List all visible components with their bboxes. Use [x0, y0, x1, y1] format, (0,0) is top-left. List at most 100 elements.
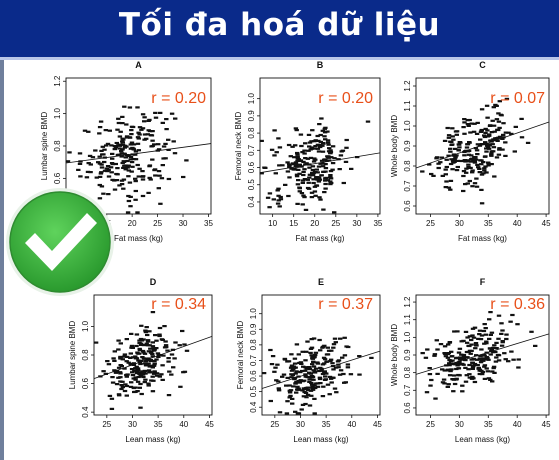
data-point — [312, 190, 318, 193]
data-point — [492, 175, 497, 178]
data-point — [474, 149, 480, 152]
data-point — [121, 160, 127, 163]
data-point — [312, 384, 317, 387]
data-point — [509, 132, 514, 135]
data-point — [320, 129, 325, 132]
data-point — [128, 352, 133, 355]
data-point — [482, 365, 487, 368]
data-point — [323, 126, 328, 129]
data-point — [265, 196, 271, 199]
data-point — [120, 143, 126, 146]
data-point — [484, 340, 489, 343]
data-point — [285, 170, 291, 173]
data-point — [276, 389, 282, 392]
data-point — [301, 170, 306, 173]
data-point — [328, 170, 334, 173]
data-point — [100, 145, 105, 148]
data-point — [270, 355, 276, 358]
data-point — [315, 134, 320, 138]
data-point — [116, 366, 122, 369]
data-point — [467, 373, 472, 376]
data-point — [465, 143, 471, 146]
data-point — [450, 378, 455, 381]
data-point — [145, 333, 150, 337]
data-point — [529, 330, 534, 333]
scatter-panel-f: 25 30 35 40 45 0.6 0.7 0.8 0.9 1.0 1.1 1.2 Lean mass… — [390, 277, 551, 444]
data-point — [306, 149, 311, 152]
data-point — [296, 179, 301, 182]
data-point — [116, 339, 121, 342]
data-point — [309, 140, 314, 143]
data-point — [484, 367, 489, 370]
data-point — [307, 173, 313, 176]
data-point — [152, 359, 157, 363]
data-point — [134, 365, 139, 368]
data-point — [164, 128, 169, 131]
data-point — [496, 128, 501, 132]
data-point — [330, 145, 336, 148]
y-tick-label: 0.4 — [249, 401, 258, 413]
data-point — [328, 180, 333, 183]
data-point — [429, 378, 434, 382]
data-point — [499, 344, 505, 347]
data-point — [310, 357, 315, 360]
data-point — [318, 145, 323, 149]
data-point — [312, 412, 317, 415]
data-point — [287, 163, 292, 166]
data-point — [435, 348, 440, 351]
data-point — [467, 118, 472, 122]
data-point — [104, 144, 109, 147]
data-point — [123, 164, 128, 167]
data-point — [131, 362, 136, 365]
data-point — [294, 391, 299, 394]
data-point — [428, 384, 433, 387]
data-point — [292, 156, 297, 159]
data-point — [140, 373, 146, 376]
data-point — [491, 365, 497, 368]
data-point — [469, 338, 474, 342]
data-point — [348, 373, 354, 376]
data-point — [285, 161, 290, 164]
data-point — [67, 151, 72, 154]
data-point — [479, 369, 484, 372]
data-point — [115, 128, 120, 131]
data-point — [137, 349, 143, 352]
data-point — [454, 154, 459, 157]
data-point — [447, 341, 452, 344]
data-point — [110, 152, 115, 155]
data-point — [151, 349, 157, 352]
data-point — [295, 155, 300, 158]
data-point — [472, 161, 478, 164]
data-point — [474, 344, 479, 347]
panel-id: B — [317, 60, 324, 70]
data-point — [423, 356, 429, 359]
scatter-panel-e: 25 30 35 40 45 0.4 0.5 0.6 0.7 0.8 0.9 1.0 Lean mass… — [236, 277, 382, 444]
data-point — [477, 368, 483, 371]
regression-line — [261, 350, 381, 389]
data-point — [470, 367, 475, 370]
data-point — [299, 144, 304, 148]
correlation-label: r = 0.34 — [151, 296, 206, 313]
data-point — [481, 161, 486, 164]
data-point — [133, 153, 138, 156]
data-point — [306, 133, 312, 136]
data-point — [140, 194, 146, 198]
data-point — [315, 382, 320, 385]
data-point — [478, 355, 483, 358]
data-point — [497, 126, 502, 129]
data-point — [293, 372, 298, 375]
data-point — [496, 153, 502, 156]
data-point — [508, 320, 513, 323]
data-point — [317, 123, 322, 126]
data-point — [294, 129, 299, 132]
data-point — [482, 155, 488, 158]
data-point — [103, 129, 108, 132]
data-point — [177, 344, 182, 347]
data-point — [432, 353, 438, 356]
data-point — [446, 352, 451, 355]
data-point — [116, 376, 121, 379]
y-axis-label: Whole body BMD — [390, 115, 399, 177]
data-point — [137, 347, 142, 350]
data-point — [326, 155, 331, 158]
data-point — [307, 145, 312, 148]
